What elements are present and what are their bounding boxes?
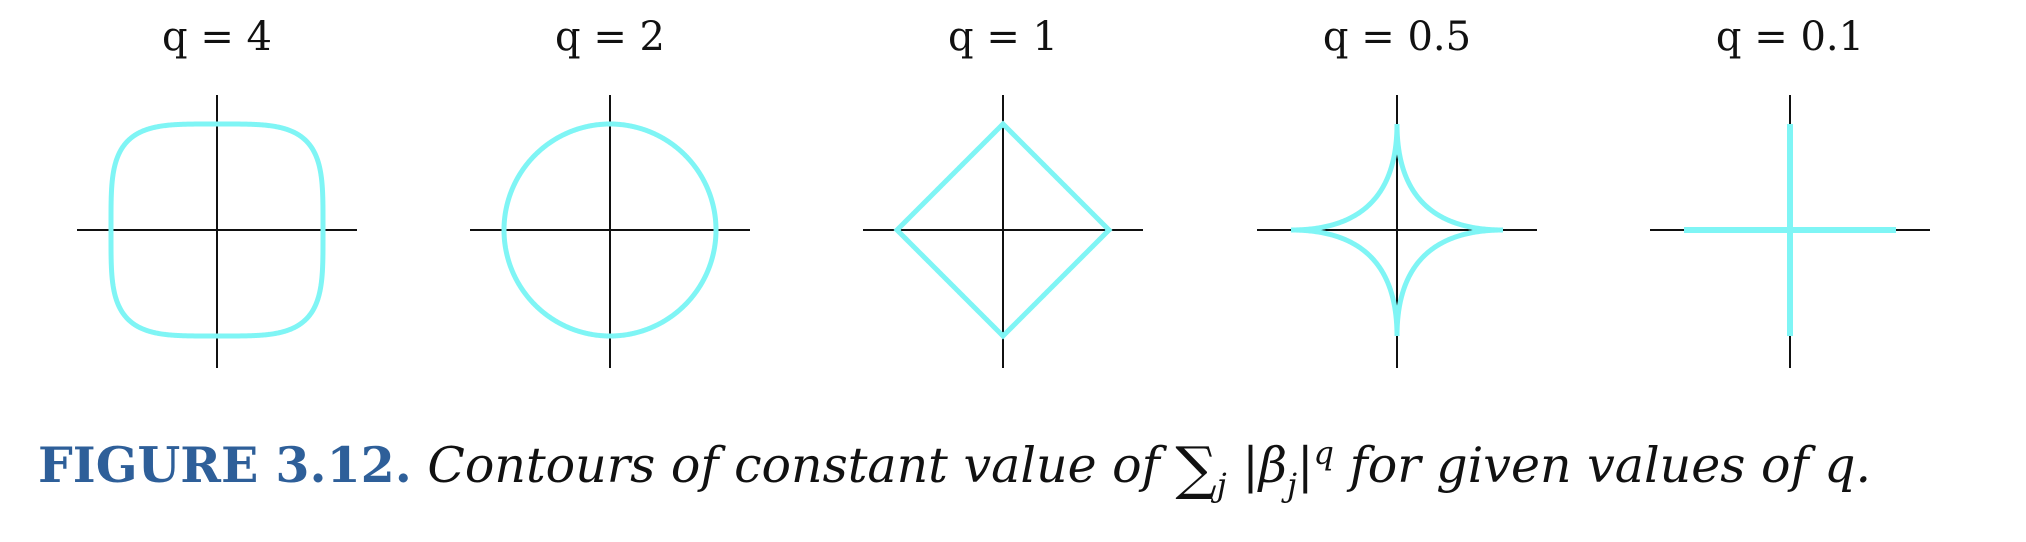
panel-title: q = 4 bbox=[162, 14, 272, 60]
contour-figure: q = 4 q = 2 q = 1 q = 0.5 q = 0.1 bbox=[77, 14, 1930, 368]
contour-curve bbox=[108, 121, 326, 339]
caption-text-after: for given values of bbox=[1349, 437, 1809, 494]
caption-text-before: Contours of constant value of bbox=[427, 437, 1160, 494]
contour-curve bbox=[1684, 124, 1896, 336]
term-close: | bbox=[1297, 437, 1314, 494]
sum-index: j bbox=[1216, 466, 1227, 504]
panel-title: q = 0.1 bbox=[1716, 14, 1864, 60]
panel-q-4: q = 4 bbox=[77, 14, 357, 368]
contour-curve bbox=[893, 120, 1113, 340]
figure-label: FIGURE 3.12. bbox=[38, 436, 412, 494]
panel-q-0_5: q = 0.5 bbox=[1257, 14, 1537, 368]
term-power: q bbox=[1313, 434, 1335, 472]
panel-q-1: q = 1 bbox=[863, 14, 1143, 368]
panel-title: q = 2 bbox=[555, 14, 665, 60]
contour-curve bbox=[1291, 124, 1503, 336]
panel-q-2: q = 2 bbox=[470, 14, 750, 368]
panel-title: q = 0.5 bbox=[1323, 14, 1471, 60]
figure-caption: FIGURE 3.12. Contours of constant value … bbox=[38, 418, 1871, 520]
caption-period: . bbox=[1855, 437, 1872, 494]
term-subscript: j bbox=[1287, 466, 1298, 504]
contour-curve bbox=[501, 121, 719, 339]
caption-variable: q bbox=[1824, 437, 1856, 494]
sum-symbol: ∑ bbox=[1175, 434, 1217, 502]
term-open: |β bbox=[1242, 437, 1288, 494]
panel-q-0_1: q = 0.1 bbox=[1650, 14, 1930, 368]
panel-title: q = 1 bbox=[948, 14, 1058, 60]
